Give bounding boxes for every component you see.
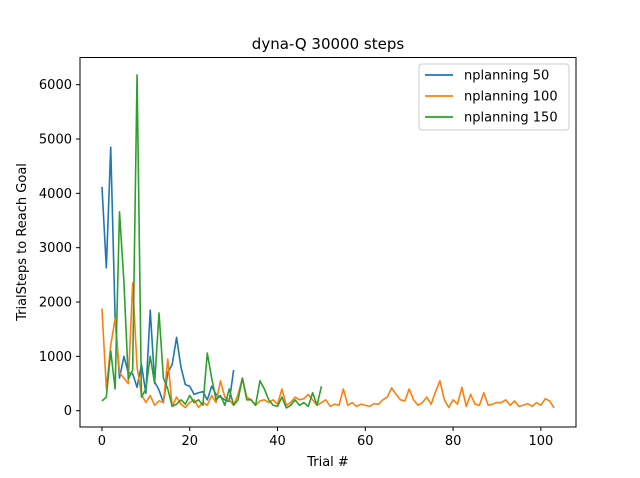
y-tick-label: 6000: [39, 78, 72, 93]
y-axis-label: TrialSteps to Reach Goal: [15, 163, 30, 322]
x-axis-ticks: 0 20 40 60 80 100: [98, 427, 553, 449]
y-tick-label: 3000: [39, 241, 72, 256]
legend-box: [418, 63, 570, 131]
plot-frame: [79, 57, 577, 428]
legend-label-1: nplanning 50: [464, 69, 549, 84]
y-tick-label: 5000: [39, 133, 72, 148]
y-tick-label: 1000: [39, 350, 72, 365]
series-line-1: [101, 146, 235, 404]
legend: nplanning 50 nplanning 100 nplanning 150: [418, 63, 570, 131]
x-axis-label: Trial #: [306, 455, 349, 470]
legend-label-3: nplanning 150: [464, 111, 558, 126]
y-tick-label: 2000: [39, 296, 72, 311]
y-tick-label: 4000: [39, 187, 72, 202]
x-tick-label: 60: [357, 434, 374, 449]
legend-label-2: nplanning 100: [464, 90, 558, 105]
series-line-3: [101, 74, 323, 409]
x-tick-label: 100: [528, 434, 553, 449]
y-tick-label: 0: [64, 404, 72, 419]
x-tick-label: 20: [181, 434, 198, 449]
series-line-2: [101, 282, 555, 409]
x-tick-label: 80: [445, 434, 462, 449]
y-axis-ticks: 0 1000 2000 3000 4000 5000 6000: [39, 78, 80, 419]
series-layer: [101, 74, 555, 409]
x-tick-label: 0: [98, 434, 106, 449]
x-tick-label: 40: [269, 434, 286, 449]
chart-title: dyna-Q 30000 steps: [252, 35, 405, 53]
